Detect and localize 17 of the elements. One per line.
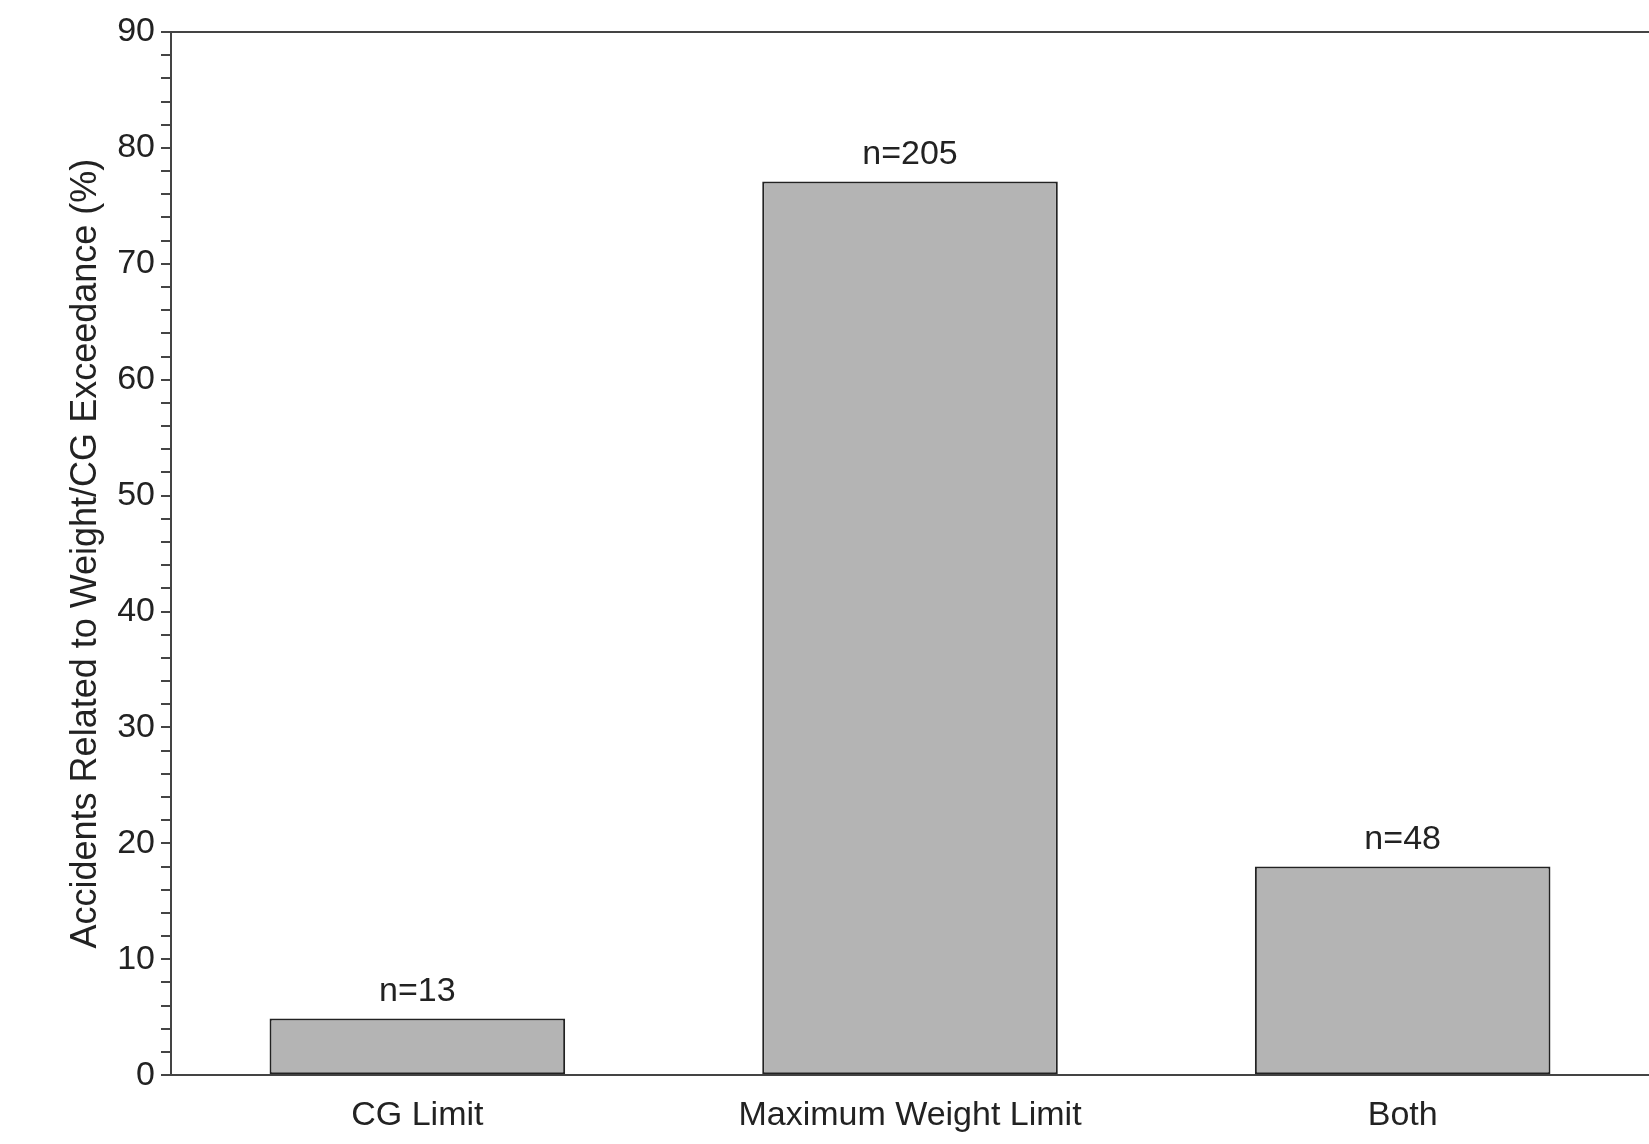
y-tick-label: 70 <box>117 242 156 281</box>
annotation: n=13 <box>379 969 456 1008</box>
x-tick-label: Both <box>1367 1093 1438 1132</box>
annotation: n=48 <box>1364 817 1441 856</box>
y-axis-title: Accidents Related to Weight/CG Exceedance (%) <box>62 158 104 949</box>
y-tick-label: 10 <box>117 937 156 976</box>
annotation: n=205 <box>862 132 958 171</box>
y-tick-label: 40 <box>117 589 156 628</box>
y-tick-label: 90 <box>117 10 156 49</box>
y-tick-label: 20 <box>117 821 156 860</box>
y-tick-label: 0 <box>136 1053 156 1092</box>
y-tick-label: 60 <box>117 358 156 397</box>
y-tick-label: 30 <box>117 705 156 744</box>
y-tick-label: 80 <box>117 126 156 165</box>
x-tick-label: Maximum Weight Limit <box>738 1093 1083 1132</box>
y-tick-label: 50 <box>117 474 156 513</box>
x-tick-label: CG Limit <box>351 1093 485 1132</box>
